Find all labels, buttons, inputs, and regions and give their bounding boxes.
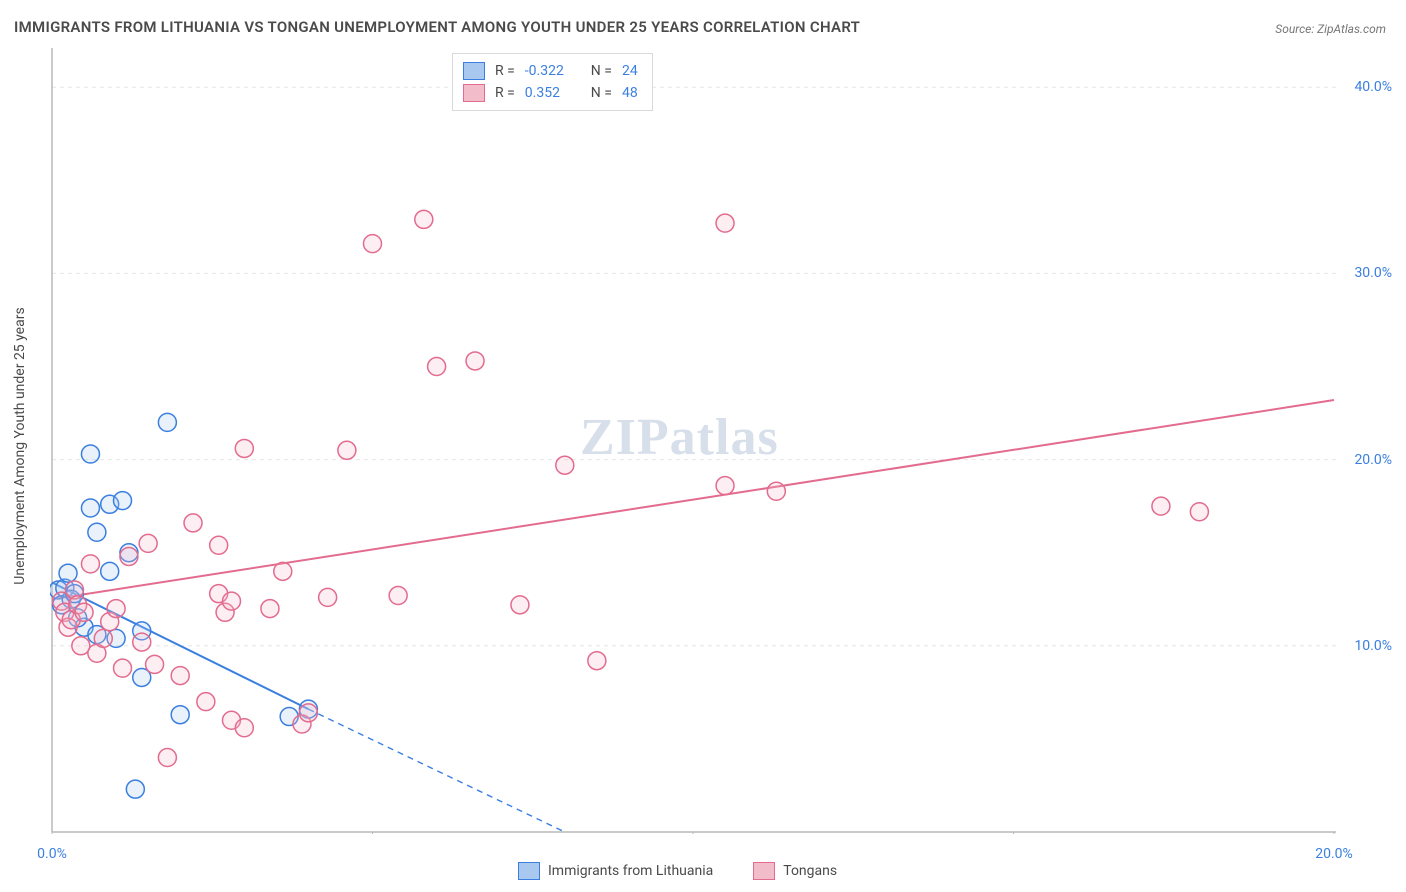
legend-swatch	[753, 862, 775, 880]
y-tick-label: 20.0%	[1354, 452, 1392, 468]
chart-container: IMMIGRANTS FROM LITHUANIA VS TONGAN UNEM…	[0, 0, 1406, 892]
legend-swatch	[463, 62, 485, 80]
y-tick-label: 40.0%	[1354, 79, 1392, 95]
source-label: Source: ZipAtlas.com	[1275, 22, 1386, 36]
y-axis-label: Unemployment Among Youth under 25 years	[12, 307, 28, 584]
bottom-legend-label: Tongans	[783, 863, 837, 879]
stat-n-label: N =	[591, 60, 612, 82]
bottom-legend-item-tongans: Tongans	[753, 862, 837, 880]
stat-r-value: -0.322	[525, 60, 581, 82]
stat-r-value: 0.352	[525, 82, 581, 104]
legend-stats-box: R = -0.322 N = 24 R = 0.352 N = 48	[452, 53, 653, 111]
chart-title: IMMIGRANTS FROM LITHUANIA VS TONGAN UNEM…	[14, 18, 860, 36]
stat-n-label: N =	[591, 82, 612, 104]
bottom-legend-label: Immigrants from Lithuania	[548, 863, 713, 879]
bottom-legend: Immigrants from Lithuania Tongans	[518, 862, 837, 880]
legend-swatch	[518, 862, 540, 880]
x-tick-label: 20.0%	[1315, 846, 1353, 862]
y-tick-label: 10.0%	[1354, 638, 1392, 654]
bottom-legend-item-lithuania: Immigrants from Lithuania	[518, 862, 713, 880]
stat-n-value: 48	[622, 82, 638, 104]
stat-n-value: 24	[622, 60, 638, 82]
y-tick-label: 30.0%	[1354, 265, 1392, 281]
stat-r-label: R =	[495, 60, 515, 82]
legend-stats-row-lithuania: R = -0.322 N = 24	[463, 60, 638, 82]
stat-r-label: R =	[495, 82, 515, 104]
scatter-plot	[50, 48, 1336, 834]
x-tick-label: 0.0%	[37, 846, 67, 862]
legend-swatch	[463, 84, 485, 102]
legend-stats-row-tongans: R = 0.352 N = 48	[463, 82, 638, 104]
